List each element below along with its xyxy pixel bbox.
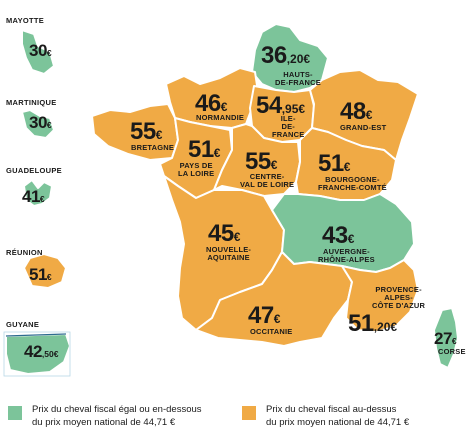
label-gua-price: 41€ [22, 187, 45, 206]
label-bre-price: 55€ [130, 118, 163, 145]
label-bfc-price: 51€ [318, 150, 351, 177]
label-hdf-price: 36,20€ [261, 42, 311, 69]
label-ge-price: 48€ [340, 98, 373, 125]
region-guy [5, 333, 71, 375]
label-cvl-name: CENTRE- VAL DE LOIRE [240, 172, 295, 189]
label-cvl-price: 55€ [245, 148, 278, 175]
label-bre-name: BRETAGNE [131, 143, 175, 152]
label-idf-price: 54,95€ [256, 92, 306, 119]
label-paca-price: 51,20€ [348, 310, 398, 337]
label-mar-price: 30€ [29, 113, 52, 132]
label-may-price: 30€ [29, 41, 52, 60]
legend-swatch-orange [242, 406, 256, 420]
region-mar [21, 109, 55, 139]
label-occ-name: OCCITANIE [250, 327, 293, 336]
label-nor-name: NORMANDIE [196, 113, 245, 122]
legend-text-orange: Prix du cheval fiscal au-dessus du prix … [266, 404, 410, 428]
label-may-name: MAYOTTE [6, 16, 45, 25]
label-hdf-name: HAUTS- DE-FRANCE [275, 70, 321, 87]
region-cor [433, 307, 459, 369]
label-bfc-name: BOURGOGNE- FRANCHE-COMTÉ [318, 175, 387, 192]
label-pdl-name: PAYS DE LA LOIRE [178, 161, 215, 178]
guyane-frame [3, 331, 71, 377]
label-na-name: NOUVELLE- AQUITAINE [206, 245, 252, 262]
region-may [21, 29, 55, 75]
label-idf-name: ILE- DE- FRANCE [272, 114, 305, 139]
label-occ-price: 47€ [248, 302, 281, 329]
label-guy-name: GUYANE [6, 320, 40, 329]
label-reu-name: RÉUNION [6, 248, 43, 257]
label-ara-price: 43€ [322, 222, 355, 249]
label-pdl-price: 51€ [188, 136, 221, 163]
label-ge-name: GRAND-EST [340, 123, 387, 132]
region-paca [341, 259, 419, 333]
label-reu-price: 51€ [29, 265, 52, 284]
region-bfc [295, 127, 397, 201]
legend-text-green: Prix du cheval fiscal égal ou en-dessous… [32, 404, 202, 428]
legend-swatch-green [8, 406, 22, 420]
label-na-price: 45€ [208, 220, 241, 247]
label-mar-name: MARTINIQUE [6, 98, 57, 107]
label-cor-name: CORSE [438, 347, 466, 356]
label-cor-price: 27€ [434, 329, 457, 348]
region-cvl [213, 123, 301, 197]
region-gua [23, 179, 53, 207]
label-guy-price: 42,50€ [24, 342, 59, 361]
label-paca-name: PROVENCE- ALPES- CÔTE D'AZUR [372, 285, 426, 310]
label-ara-name: AUVERGNE- RHÔNE-ALPES [318, 247, 375, 264]
guyane-coast-line [5, 333, 67, 337]
label-nor-price: 46€ [195, 90, 228, 117]
label-gua-name: GUADELOUPE [6, 166, 62, 175]
region-reu [23, 253, 67, 289]
